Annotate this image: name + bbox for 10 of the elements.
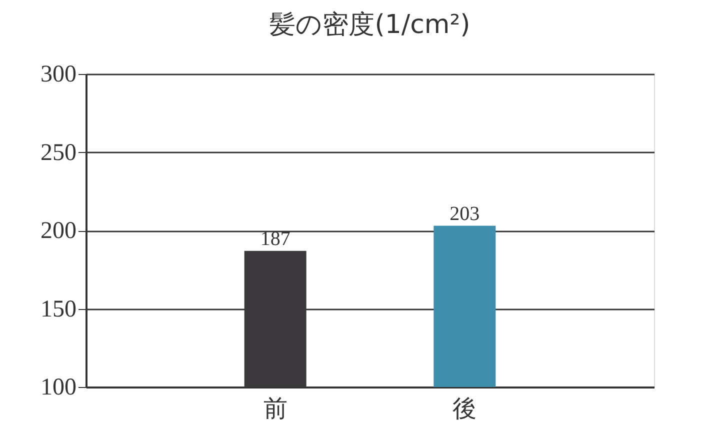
y-tick-label: 150 xyxy=(40,296,76,322)
chart-title: 髪の密度(1/cm²) xyxy=(270,10,470,40)
y-tick-label: 200 xyxy=(40,218,76,244)
data-label: 187 xyxy=(260,228,290,250)
x-tick-label: 後 xyxy=(452,394,477,422)
y-tick-label: 100 xyxy=(40,374,76,400)
y-tick-label: 250 xyxy=(40,140,76,166)
y-tick-label: 300 xyxy=(40,62,76,88)
data-label: 203 xyxy=(450,202,480,225)
x-tick-label: 前 xyxy=(263,394,288,422)
